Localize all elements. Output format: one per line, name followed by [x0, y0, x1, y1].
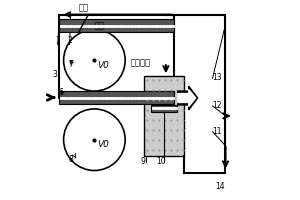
Bar	[58, 19, 174, 32]
FancyArrow shape	[178, 86, 198, 110]
Text: 13: 13	[213, 73, 222, 82]
Text: V0: V0	[98, 61, 109, 70]
Bar	[144, 76, 184, 156]
Bar	[151, 105, 177, 112]
Text: 2: 2	[67, 36, 72, 45]
Bar	[58, 91, 174, 104]
Text: 1: 1	[55, 36, 60, 45]
Text: 6: 6	[58, 88, 63, 97]
Text: 切割: 切割	[79, 3, 88, 12]
Text: V0: V0	[98, 140, 109, 149]
FancyArrow shape	[178, 90, 196, 106]
Text: 3: 3	[52, 70, 57, 79]
Text: 扎制: 扎制	[94, 21, 104, 30]
Text: 14: 14	[215, 182, 225, 191]
Text: 12: 12	[213, 101, 222, 110]
Text: 8: 8	[68, 155, 73, 164]
Text: 10: 10	[156, 157, 166, 166]
Text: 7: 7	[68, 60, 73, 69]
Text: 11: 11	[213, 127, 222, 136]
Text: 9: 9	[141, 157, 146, 166]
Text: 深冷处理: 深冷处理	[130, 59, 150, 68]
